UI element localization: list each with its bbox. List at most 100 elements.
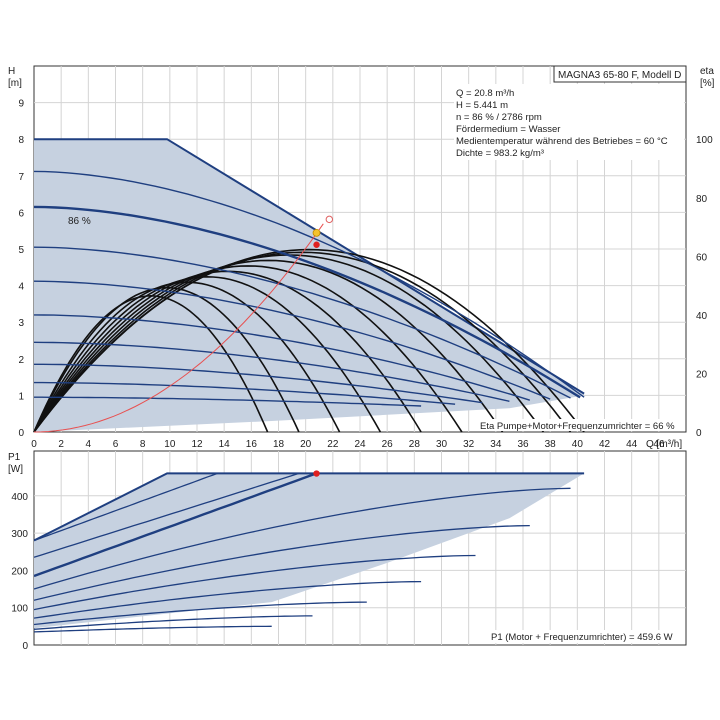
flow-tick-label: 40	[572, 439, 584, 450]
pump-head-curve	[34, 381, 456, 405]
power-operating-point-marker	[313, 470, 320, 477]
head-max-curve	[34, 138, 585, 395]
target-point-marker	[325, 215, 334, 224]
eta-axis-unit: eta	[700, 66, 714, 77]
efficiency-curve	[33, 286, 300, 433]
pump-head-curve	[33, 205, 581, 399]
efficiency-curve	[33, 281, 341, 433]
power-tick-labels: 0 100 200 300 400	[11, 492, 28, 652]
head-axis-unit: H	[8, 66, 15, 77]
flow-axis-label: Q [m³/h]	[646, 439, 682, 450]
power-footer-label: P1 (Motor + Frequenzumrichter) = 459.6 W	[491, 632, 673, 643]
power-max-curve	[33, 472, 585, 542]
flow-tick-label: 42	[599, 439, 611, 450]
power-tick-label: 0	[22, 641, 28, 652]
flow-tick-label: 14	[219, 439, 231, 450]
flow-tick-label: 28	[409, 439, 421, 450]
eta-axis-bracket: [%]	[700, 78, 715, 89]
head-tick-label: 9	[18, 99, 24, 110]
eta-tick-label: 100	[696, 135, 713, 146]
head-tick-labels: 0 2 4 6 8 10 12 14 16 18 20 22 24 26 28 30 32 34 36 38 40 42 4…	[18, 99, 713, 450]
model-title-box	[553, 65, 687, 83]
flow-tick-label: 26	[382, 439, 394, 450]
flow-tick-label: 12	[191, 439, 203, 450]
efficiency-curve	[33, 275, 382, 433]
pump-head-curves	[33, 170, 585, 407]
power-tick-label: 200	[11, 566, 28, 577]
power-envelope	[33, 472, 585, 629]
power-curve	[33, 601, 367, 626]
flow-tick-label: 24	[354, 439, 366, 450]
flow-tick-label: 36	[517, 439, 529, 450]
info-line: Fördermedium = Wasser	[456, 124, 560, 135]
power-curve	[33, 554, 476, 611]
power-markers	[313, 470, 320, 477]
info-line: Q = 20.8 m³/h	[456, 88, 514, 99]
eta-tick-label: 20	[696, 369, 708, 380]
head-tick-label: 6	[18, 208, 24, 219]
flow-tick-label: 32	[463, 439, 475, 450]
info-line: Medientemperatur während des Betriebes =…	[456, 136, 668, 147]
head-tick-label: 5	[18, 245, 24, 256]
pump-head-curve	[33, 341, 510, 402]
flow-tick-label: 4	[86, 439, 92, 450]
flow-tick-label: 10	[164, 439, 176, 450]
info-box-bg	[454, 84, 684, 160]
head-tick-label: 0	[18, 428, 24, 439]
power-tick-label: 300	[11, 529, 28, 540]
flow-tick-label: 38	[545, 439, 557, 450]
head-tick-label: 7	[18, 172, 24, 183]
info-line: H = 5.441 m	[456, 100, 508, 111]
eta-footer-bg	[476, 419, 684, 431]
power-axis-bracket: [W]	[8, 464, 23, 475]
power-axis-unit: P1	[8, 452, 21, 463]
flow-tick-label: 34	[490, 439, 502, 450]
flow-tick-label: 16	[246, 439, 258, 450]
eta-tick-label: 0	[696, 428, 702, 439]
eta-tick-label: 80	[696, 194, 708, 205]
power-envelope-area	[34, 473, 585, 629]
flow-tick-label: 44	[626, 439, 638, 450]
flow-tick-label: 2	[58, 439, 64, 450]
head-tick-label: 2	[18, 355, 24, 366]
speed-label: 86 %	[68, 216, 91, 227]
eta-tick-label: 60	[696, 252, 708, 263]
power-tick-label: 400	[11, 492, 28, 503]
pump-head-curve	[33, 314, 531, 401]
power-curve	[33, 524, 530, 601]
pump-head-curve	[34, 396, 422, 407]
flow-tick-label: 8	[140, 439, 146, 450]
power-curve	[33, 472, 218, 542]
power-curve	[33, 472, 317, 578]
head-axis-bracket: [m]	[8, 78, 22, 89]
power-footer-bg	[488, 630, 684, 643]
pump-head-curve	[33, 170, 585, 398]
power-curve	[33, 580, 422, 619]
flow-tick-label: 6	[113, 439, 119, 450]
pump-head-curve	[33, 280, 551, 400]
flow-tick-label: 30	[436, 439, 448, 450]
head-tick-label: 3	[18, 318, 24, 329]
flow-tick-label: 18	[273, 439, 285, 450]
power-curve	[33, 615, 313, 630]
power-curve	[33, 487, 571, 590]
efficiency-curve	[33, 294, 269, 433]
head-tick-label: 1	[18, 391, 24, 402]
info-line: Dichte = 983.2 kg/m³	[456, 148, 544, 159]
flow-tick-label: 0	[31, 439, 37, 450]
flow-tick-label: 20	[300, 439, 312, 450]
head-markers	[33, 215, 334, 433]
power-panel: 0 100 200 300 400 P1 [W] P1 (Motor + Frequen…	[8, 450, 687, 652]
power-tick-label: 100	[11, 604, 28, 615]
info-box: Q = 20.8 m³/h H = 5.441 m n = 86 % / 278…	[456, 88, 668, 159]
head-panel: 0 2 4 6 8 10 12 14 16 18 20 22 24 26 28 30 32 34 36 38 40 42 4…	[8, 65, 715, 450]
flow-tick-label: 46	[653, 439, 665, 450]
head-tick-label: 8	[18, 135, 24, 146]
flow-tick-label: 22	[327, 439, 339, 450]
pump-head-curve	[33, 246, 571, 399]
eta-footer-label: Eta Pumpe+Motor+Frequenzumrichter = 66 %	[480, 421, 675, 432]
efficiency-point-marker	[313, 241, 320, 248]
eta-tick-label: 40	[696, 311, 708, 322]
power-curves	[33, 472, 571, 633]
